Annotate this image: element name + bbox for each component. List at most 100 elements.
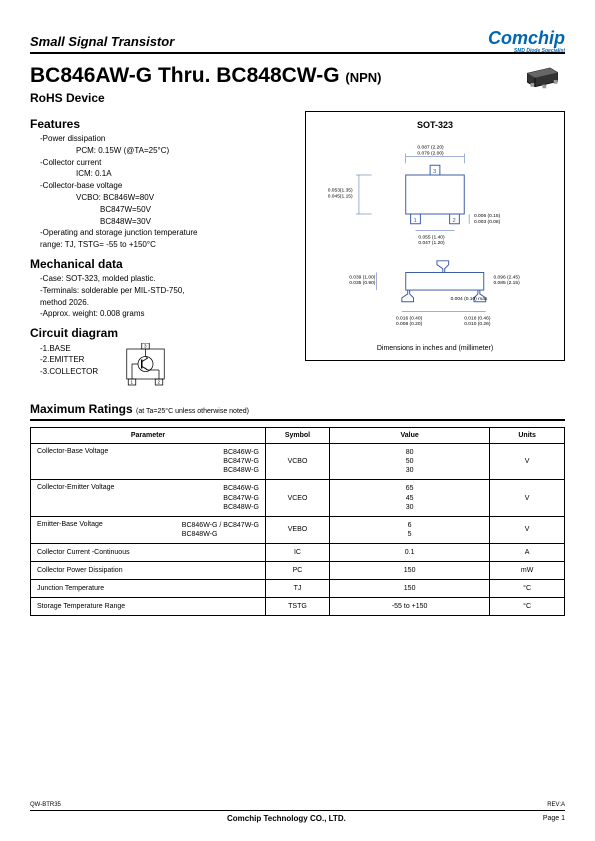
feature-item: BC848W=30V <box>40 217 293 228</box>
logo-tagline: SMD Diode Specialist <box>514 48 565 54</box>
feature-item: -Collector current <box>40 158 293 169</box>
product-category: Small Signal Transistor <box>30 34 174 49</box>
feature-item: -Operating and storage junction temperat… <box>40 228 293 239</box>
mechanical-item: -Case: SOT-323, molded plastic. <box>40 274 293 285</box>
value-cell: 0.1 <box>330 543 490 561</box>
symbol-cell: TJ <box>265 580 329 598</box>
svg-text:0.004 (0.10) max: 0.004 (0.10) max <box>451 296 488 302</box>
circuit-row: -1.BASE -2.EMITTER -3.COLLECTOR 3 1 2 <box>30 343 293 388</box>
value-cell: 65 <box>330 516 490 543</box>
polarity: (NPN) <box>345 70 381 85</box>
part-title: BC846AW-G Thru. BC848CW-G (NPN) <box>30 64 381 88</box>
left-column: Features -Power dissipation PCM: 0.15W (… <box>30 111 293 388</box>
svg-text:2: 2 <box>158 380 161 385</box>
feature-item: -Power dissipation <box>40 134 293 145</box>
unit-cell: V <box>490 444 565 480</box>
svg-text:0.006 (0.15): 0.006 (0.15) <box>474 213 501 219</box>
svg-text:0.045(1.15): 0.045(1.15) <box>328 193 353 199</box>
circuit-heading: Circuit diagram <box>30 326 293 340</box>
ratings-heading: Maximum Ratings (at Ta=25°C unless other… <box>30 402 565 421</box>
param-cell: Collector-Base VoltageBC846W-GBC847W-GBC… <box>31 444 266 480</box>
page-number: Page 1 <box>543 815 565 822</box>
symbol-cell: PC <box>265 562 329 580</box>
svg-text:0.053(1.35): 0.053(1.35) <box>328 188 353 194</box>
ratings-note: (at Ta=25°C unless otherwise noted) <box>136 408 249 415</box>
unit-cell: °C <box>490 598 565 616</box>
unit-cell: V <box>490 516 565 543</box>
param-cell: Junction Temperature <box>31 580 266 598</box>
param-cell: Emitter-Base VoltageBC846W-G / BC847W-GB… <box>31 516 266 543</box>
param-cell: Collector Current -Continuous <box>31 543 266 561</box>
svg-text:0.035 (0.90): 0.035 (0.90) <box>349 280 376 286</box>
col-parameter: Parameter <box>31 428 266 444</box>
value-cell: 150 <box>330 562 490 580</box>
symbol-cell: TSTG <box>265 598 329 616</box>
feature-item: VCBO: BC846W=80V <box>40 193 293 204</box>
svg-text:3: 3 <box>144 344 147 349</box>
svg-text:0.096 (2.45): 0.096 (2.45) <box>494 274 521 280</box>
unit-cell: °C <box>490 580 565 598</box>
table-header-row: Parameter Symbol Value Units <box>31 428 565 444</box>
package-type: SOT-323 <box>314 120 556 130</box>
page-footer: Comchip Technology CO., LTD. Page 1 <box>30 810 565 823</box>
content-row: Features -Power dissipation PCM: 0.15W (… <box>30 111 565 388</box>
col-units: Units <box>490 428 565 444</box>
right-column: SOT-323 3 1 2 0.0 <box>305 111 565 388</box>
table-row: Collector-Base VoltageBC846W-GBC847W-GBC… <box>31 444 565 480</box>
param-cell: Collector-Emitter VoltageBC846W-GBC847W-… <box>31 480 266 516</box>
svg-text:3: 3 <box>433 169 436 175</box>
doc-revision: REV:A <box>547 802 565 808</box>
svg-text:2: 2 <box>453 218 456 224</box>
mechanical-item: -Terminals: solderable per MIL-STD-750, <box>40 286 293 297</box>
company-name: Comchip Technology CO., LTD. <box>227 814 346 823</box>
svg-text:0.085 (2.15): 0.085 (2.15) <box>494 280 521 286</box>
symbol-cell: VCEO <box>265 480 329 516</box>
package-drawing-box: SOT-323 3 1 2 0.0 <box>305 111 565 361</box>
symbol-cell: VCBO <box>265 444 329 480</box>
svg-text:0.047 (1.20): 0.047 (1.20) <box>418 240 445 246</box>
feature-item: BC847W=50V <box>40 205 293 216</box>
table-row: Collector-Emitter VoltageBC846W-GBC847W-… <box>31 480 565 516</box>
features-heading: Features <box>30 117 293 131</box>
svg-text:0.003 (0.08): 0.003 (0.08) <box>474 219 501 225</box>
col-symbol: Symbol <box>265 428 329 444</box>
symbol-cell: IC <box>265 543 329 561</box>
feature-item: -Collector-base voltage <box>40 181 293 192</box>
doc-reference: QW-BTR35 <box>30 802 61 808</box>
col-value: Value <box>330 428 490 444</box>
svg-text:1: 1 <box>131 380 134 385</box>
title-row: BC846AW-G Thru. BC848CW-G (NPN) RoHS Dev… <box>30 60 565 105</box>
svg-text:1: 1 <box>414 218 417 224</box>
mechanical-item: method 2026. <box>40 298 293 309</box>
mechanical-heading: Mechanical data <box>30 257 293 271</box>
table-row: Collector Current -ContinuousIC0.1A <box>31 543 565 561</box>
circuit-diagram: 3 1 2 <box>118 343 173 388</box>
pin-label: -1.BASE <box>40 343 98 354</box>
mechanical-list: -Case: SOT-323, molded plastic. -Termina… <box>30 274 293 320</box>
table-row: Junction TemperatureTJ150°C <box>31 580 565 598</box>
feature-item: range: TJ, TSTG= -55 to +150°C <box>40 240 293 251</box>
features-list: -Power dissipation PCM: 0.15W (@TA=25°C)… <box>30 134 293 251</box>
svg-text:0.039 (1.00): 0.039 (1.00) <box>349 274 376 280</box>
page-header: Small Signal Transistor Comchip SMD Diod… <box>30 28 565 54</box>
unit-cell: A <box>490 543 565 561</box>
svg-text:0.010 (0.26): 0.010 (0.26) <box>464 321 491 327</box>
pin-label: -3.COLLECTOR <box>40 366 98 377</box>
value-cell: 654530 <box>330 480 490 516</box>
feature-item: PCM: 0.15W (@TA=25°C) <box>40 146 293 157</box>
pin-labels: -1.BASE -2.EMITTER -3.COLLECTOR <box>30 343 98 377</box>
param-cell: Collector Power Dissipation <box>31 562 266 580</box>
rohs-label: RoHS Device <box>30 91 381 105</box>
dimension-note: Dimensions in inches and (millimeter) <box>306 345 564 352</box>
package-icon <box>520 62 565 92</box>
table-row: Collector Power DissipationPC150mW <box>31 562 565 580</box>
datasheet-page: Small Signal Transistor Comchip SMD Diod… <box>0 0 595 636</box>
ratings-table: Parameter Symbol Value Units Collector-B… <box>30 427 565 616</box>
value-cell: -55 to +150 <box>330 598 490 616</box>
param-cell: Storage Temperature Range <box>31 598 266 616</box>
table-row: Emitter-Base VoltageBC846W-G / BC847W-GB… <box>31 516 565 543</box>
pin-label: -2.EMITTER <box>40 354 98 365</box>
svg-text:0.016 (0.40): 0.016 (0.40) <box>396 315 423 321</box>
svg-text:0.055 (1.40): 0.055 (1.40) <box>418 234 445 240</box>
svg-text:0.079 (2.00): 0.079 (2.00) <box>417 151 444 157</box>
